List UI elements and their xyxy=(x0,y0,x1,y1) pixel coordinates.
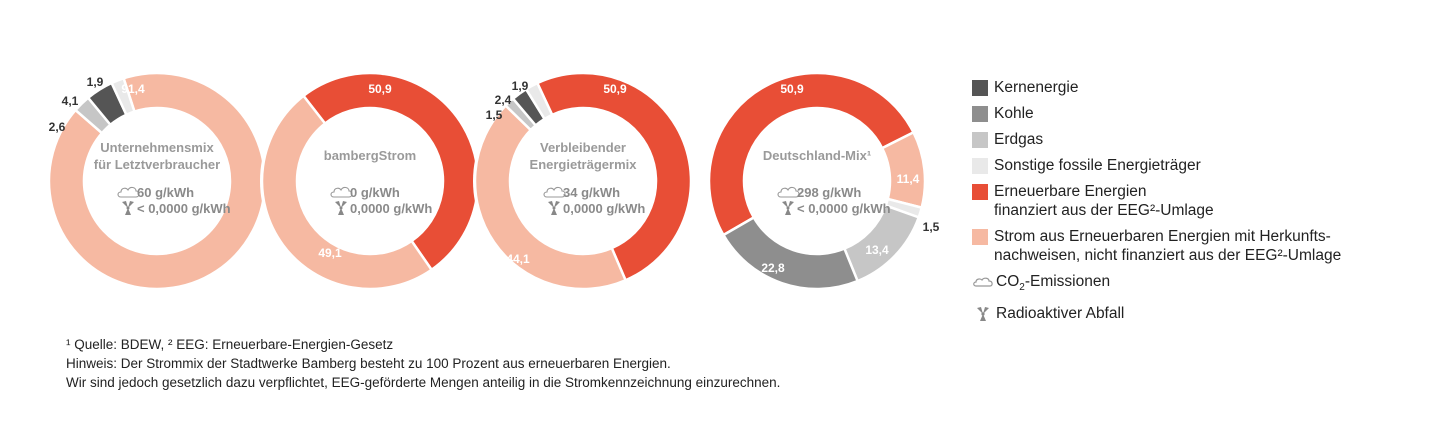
legend-label: Radioaktiver Abfall xyxy=(996,305,1125,323)
legend: Kernenergie Kohle Erdgas Sonstige fossil… xyxy=(972,78,1341,330)
legend-label: CO2-Emissionen xyxy=(996,272,1110,297)
swatch-erdgas xyxy=(972,132,988,148)
chart-title: Energieträgermix xyxy=(530,157,638,172)
swatch-kohle xyxy=(972,106,988,122)
data-label: 1,5 xyxy=(923,220,940,234)
segment-herkunft xyxy=(473,103,628,291)
chart-title: Deutschland-Mix¹ xyxy=(763,148,871,163)
co2-text: CO xyxy=(996,273,1020,290)
cloud-icon xyxy=(973,277,993,287)
data-label: 50,9 xyxy=(368,82,392,96)
legend-label-line: finanziert aus der EEG²-Umlage xyxy=(994,202,1214,219)
donut-1: 91,4 2,6 4,1 1,9 Unternehmensmix für Letztver… xyxy=(47,71,267,291)
radioactive-value: < 0,0000 g/kWh xyxy=(137,201,231,216)
co2-value: 298 g/kWh xyxy=(797,185,861,200)
legend-item-erdgas: Erdgas xyxy=(972,130,1341,149)
chart-title: Unternehmensmix xyxy=(100,140,214,155)
data-label: 2,4 xyxy=(495,93,512,107)
data-label: 91,4 xyxy=(121,82,145,96)
data-label: 1,9 xyxy=(512,79,529,93)
legend-label-line: Erneuerbare Energien xyxy=(994,183,1147,200)
swatch-kernenergie xyxy=(972,80,988,96)
legend-label-line: nachweisen, nicht finanziert aus der EEG… xyxy=(994,247,1342,264)
cloud-icon xyxy=(777,186,800,198)
chart-title: Verbleibender xyxy=(540,140,626,155)
donut-4: 50,9 11,4 1,5 13,4 22,8 Deutschland-Mix¹ 298 g… xyxy=(707,71,940,291)
radioactive-icon xyxy=(122,201,134,215)
radioactive-icon xyxy=(977,307,989,322)
legend-label: Kernenergie xyxy=(994,79,1079,96)
footnotes: ¹ Quelle: BDEW, ² EEG: Erneuerbare-Energ… xyxy=(66,335,780,392)
legend-label: Erneuerbare Energien finanziert aus der E… xyxy=(994,182,1214,220)
segment-herkunft xyxy=(260,94,434,291)
legend-label: Strom aus Erneuerbaren Energien mit Herk… xyxy=(994,227,1341,265)
data-label: 22,8 xyxy=(761,261,785,275)
co2-value: 0 g/kWh xyxy=(350,185,400,200)
legend-label: Erdgas xyxy=(994,131,1044,148)
segment-sonstige xyxy=(524,81,554,121)
segment-kohle xyxy=(721,215,860,291)
segment-sonstige xyxy=(109,76,137,117)
co2-subscript: 2 xyxy=(1019,282,1025,294)
segment-herkunft xyxy=(880,130,927,210)
footnote-hinweis: Hinweis: Der Strommix der Stadtwerke Bam… xyxy=(66,356,671,371)
data-label: 11,4 xyxy=(897,172,920,186)
data-label: 1,5 xyxy=(486,108,503,122)
data-label: 4,1 xyxy=(62,94,79,108)
footnote-sources: ¹ Quelle: BDEW, ² EEG: Erneuerbare-Energ… xyxy=(66,337,394,352)
legend-label: Kohle xyxy=(994,105,1034,122)
legend-item-kohle: Kohle xyxy=(972,104,1341,123)
legend-item-co2: CO2-Emissionen xyxy=(972,272,1341,297)
data-label: 50,9 xyxy=(603,82,627,96)
radioactive-value: 0,0000 g/kWh xyxy=(563,201,645,216)
segment-eeg xyxy=(707,71,916,237)
footnote-hinweis-2: Wir sind jedoch gesetzlich dazu verpflic… xyxy=(66,375,781,390)
data-label: 2,6 xyxy=(49,120,66,134)
legend-label-line: Strom aus Erneuerbaren Energien mit Herk… xyxy=(994,228,1331,245)
donut-3: 50,9 44,1 1,52,41,9 Verbleibender Energieträ… xyxy=(473,71,693,291)
segment-eeg xyxy=(535,71,693,282)
legend-item-sonstige: Sonstige fossile Energieträger xyxy=(972,156,1341,175)
swatch-eeg xyxy=(972,184,988,200)
swatch-sonstige xyxy=(972,158,988,174)
legend-item-herkunft: Strom aus Erneuerbaren Energien mit Herk… xyxy=(972,227,1341,265)
donut-charts: 91,4 2,6 4,1 1,9 Unternehmensmix für Letztver… xyxy=(47,71,940,291)
cloud-icon xyxy=(543,186,566,198)
radioactive-icon xyxy=(548,201,560,215)
cloud-icon xyxy=(330,186,353,198)
data-label: 13,4 xyxy=(865,243,889,257)
co2-value: 60 g/kWh xyxy=(137,185,194,200)
data-label: 44,1 xyxy=(506,252,530,266)
legend-item-radioactive: Radioaktiver Abfall xyxy=(972,304,1341,323)
cloud-icon xyxy=(117,186,140,198)
radioactive-value: 0,0000 g/kWh xyxy=(350,201,432,216)
radioactive-value: < 0,0000 g/kWh xyxy=(797,201,891,216)
co2-value: 34 g/kWh xyxy=(563,185,620,200)
legend-item-eeg: Erneuerbare Energien finanziert aus der E… xyxy=(972,182,1341,220)
legend-item-kernenergie: Kernenergie xyxy=(972,78,1341,97)
radioactive-icon xyxy=(335,201,347,215)
radioactive-icon xyxy=(782,201,794,215)
chart-title: für Letztverbraucher xyxy=(94,157,220,172)
swatch-herkunft xyxy=(972,229,988,245)
legend-label: Sonstige fossile Energieträger xyxy=(994,157,1201,174)
data-label: 1,9 xyxy=(87,75,104,89)
data-label: 49,1 xyxy=(318,246,342,260)
co2-suffix: -Emissionen xyxy=(1024,273,1111,290)
segment-eeg xyxy=(301,71,480,272)
data-label: 50,9 xyxy=(780,82,804,96)
chart-title: bambergStrom xyxy=(324,148,416,163)
